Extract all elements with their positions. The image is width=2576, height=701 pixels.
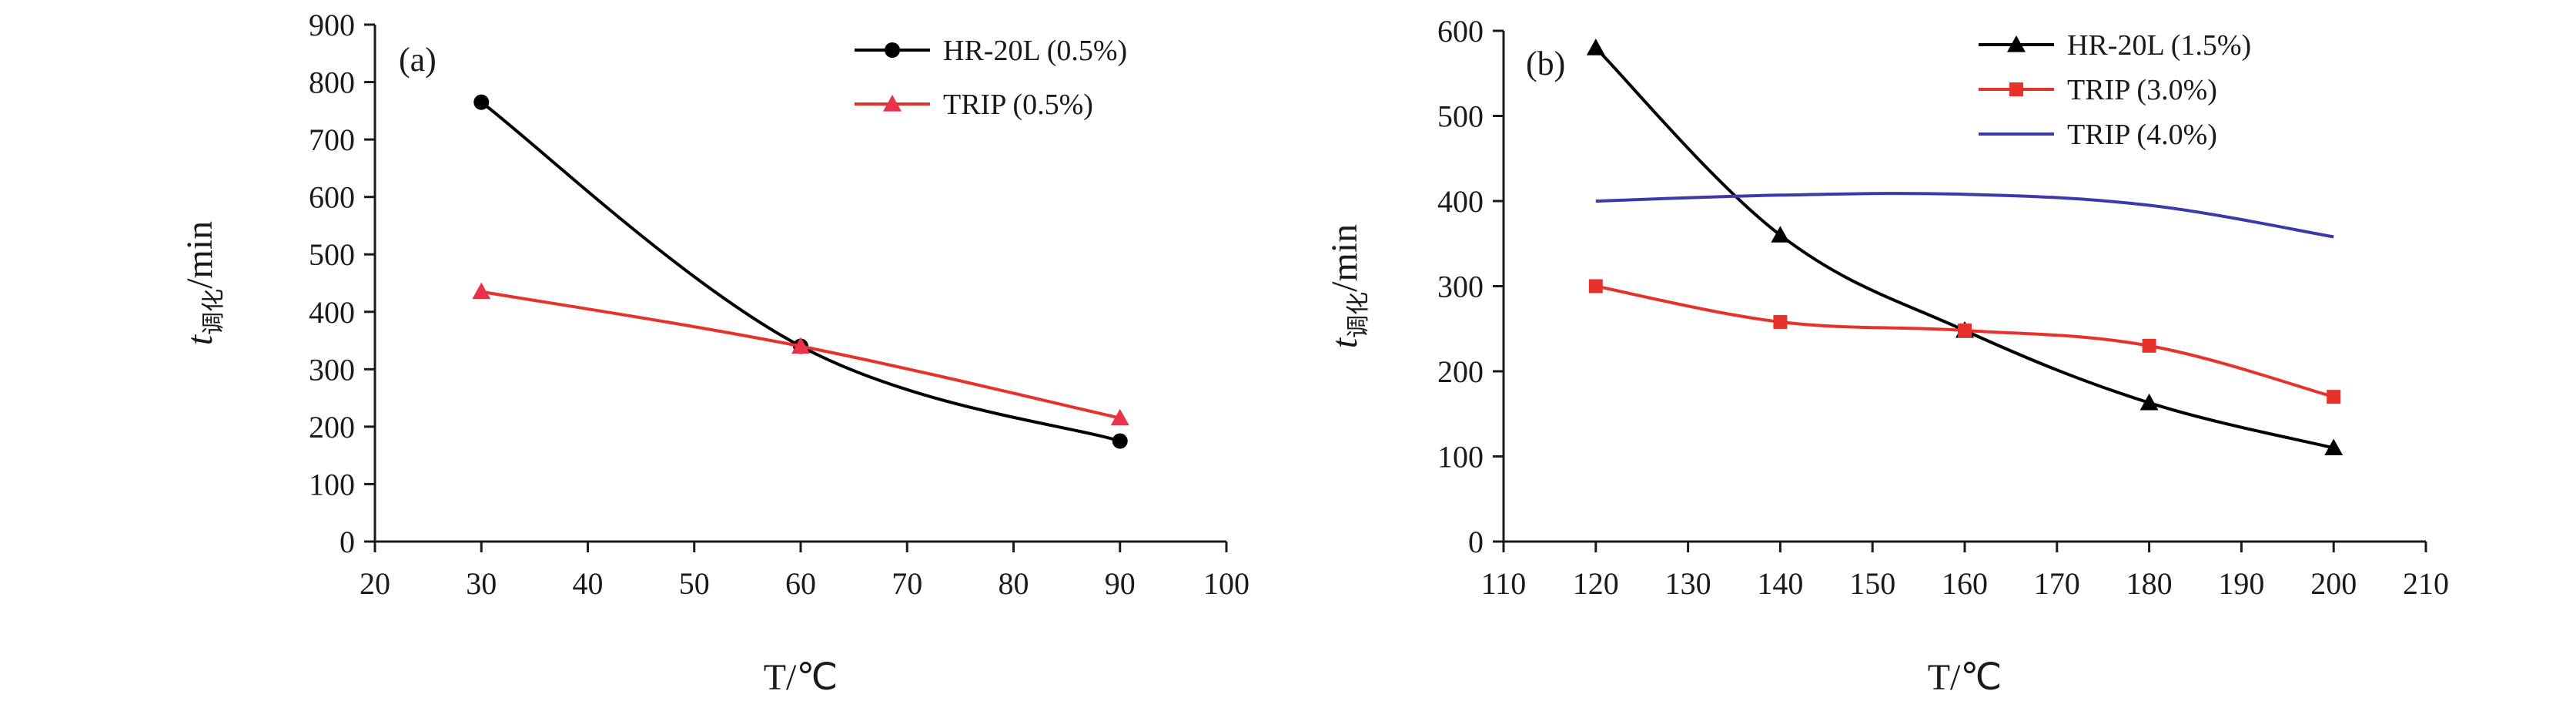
data-point-0	[2139, 393, 2159, 411]
panel-label: (a)	[399, 41, 437, 79]
y-tick-label: 400	[309, 295, 355, 330]
data-point-0	[2324, 438, 2343, 456]
legend-entry-0: HR-20L (0.5%)	[943, 35, 1127, 67]
y-axis-title-base: t	[179, 334, 220, 345]
series-line-0	[480, 101, 1121, 443]
y-tick-label: 700	[309, 122, 355, 157]
x-tick-label: 130	[1665, 566, 1711, 601]
x-tick-label: 80	[999, 566, 1029, 601]
chart-panel-a: 0 100 200 300 400 500 600 700 800 900 20 30 40 50 60 70…	[179, 8, 1250, 698]
y-axis-title-base: t	[1324, 337, 1365, 348]
data-point-1	[1110, 408, 1129, 426]
x-axis-title: T/℃	[1928, 657, 2002, 698]
legend-marker-1	[883, 95, 902, 112]
legend-entry-1: TRIP (0.5%)	[943, 89, 1093, 121]
y-tick-label: 600	[309, 180, 355, 215]
y-tick-label: 100	[1437, 440, 1484, 475]
x-tick-label: 30	[466, 566, 497, 601]
y-tick-label: 0	[1468, 525, 1484, 559]
series-line-1	[480, 290, 1121, 420]
data-point-0	[473, 94, 490, 110]
y-axis-title-suffix: /min	[1324, 224, 1365, 292]
y-axis-title-suffix: /min	[179, 221, 220, 289]
data-point-1	[791, 337, 810, 354]
legend-entry-1: TRIP (3.0%)	[2067, 74, 2217, 106]
x-tick-label: 150	[1849, 566, 1895, 601]
y-axis-title: t调化/min	[179, 221, 226, 345]
y-tick-label: 100	[309, 467, 355, 501]
series-line-0	[1594, 46, 2334, 450]
x-tick-label: 90	[1105, 566, 1136, 601]
data-point-1	[1588, 279, 1603, 293]
x-tick-label: 120	[1573, 566, 1619, 601]
panel-label: (b)	[1526, 45, 1565, 82]
y-axis-title-subscript: 调化	[1346, 292, 1371, 338]
x-tick-label: 180	[2126, 566, 2173, 601]
data-point-1	[2142, 338, 2156, 353]
x-tick-label: 200	[2310, 566, 2357, 601]
legend-entry-0: HR-20L (1.5%)	[2067, 29, 2251, 62]
x-tick-label: 140	[1757, 566, 1803, 601]
legend-marker-0	[885, 42, 900, 58]
y-tick-label: 400	[1437, 184, 1484, 219]
x-tick-label: 20	[360, 566, 390, 601]
legend-marker-0	[2007, 35, 2026, 52]
x-tick-label: 210	[2403, 566, 2449, 601]
y-tick-label: 200	[1437, 354, 1484, 389]
series-line-1	[1595, 284, 2334, 399]
legend-marker-1	[2009, 82, 2023, 96]
x-tick-label: 160	[1942, 566, 1988, 601]
data-point-0	[1586, 39, 1605, 55]
x-tick-label: 110	[1481, 566, 1527, 601]
series-line-2	[1595, 192, 2334, 239]
x-tick-label: 100	[1203, 566, 1250, 601]
y-tick-label: 600	[1437, 14, 1484, 49]
data-point-1	[2327, 390, 2341, 404]
x-tick-label: 190	[2218, 566, 2264, 601]
y-tick-label: 300	[1437, 270, 1484, 304]
data-point-1	[1773, 314, 1788, 329]
data-point-0	[1771, 226, 1790, 243]
y-tick-label: 500	[1437, 99, 1484, 134]
legend-entry-2: TRIP (4.0%)	[2067, 119, 2217, 151]
y-tick-label: 900	[309, 8, 355, 42]
data-point-1	[472, 282, 491, 300]
y-axis-title-subscript: 调化	[201, 289, 226, 335]
x-tick-label: 170	[2034, 566, 2080, 601]
y-tick-label: 200	[309, 410, 355, 444]
x-tick-label: 40	[573, 566, 604, 601]
x-axis-title: T/℃	[764, 657, 838, 698]
x-tick-label: 50	[679, 566, 710, 601]
y-tick-label: 300	[309, 352, 355, 387]
y-tick-label: 500	[309, 237, 355, 272]
y-tick-label: 800	[309, 65, 355, 100]
x-tick-label: 70	[892, 566, 922, 601]
x-tick-label: 60	[785, 566, 816, 601]
data-point-0	[1112, 433, 1128, 449]
y-tick-label: 0	[340, 525, 355, 559]
chart-panel-b: 0 100 200 300 400 500 600 110 120 130 140 150 160 170…	[1324, 14, 2449, 698]
y-axis-title: t调化/min	[1324, 224, 1371, 348]
data-point-1	[1958, 323, 1972, 337]
